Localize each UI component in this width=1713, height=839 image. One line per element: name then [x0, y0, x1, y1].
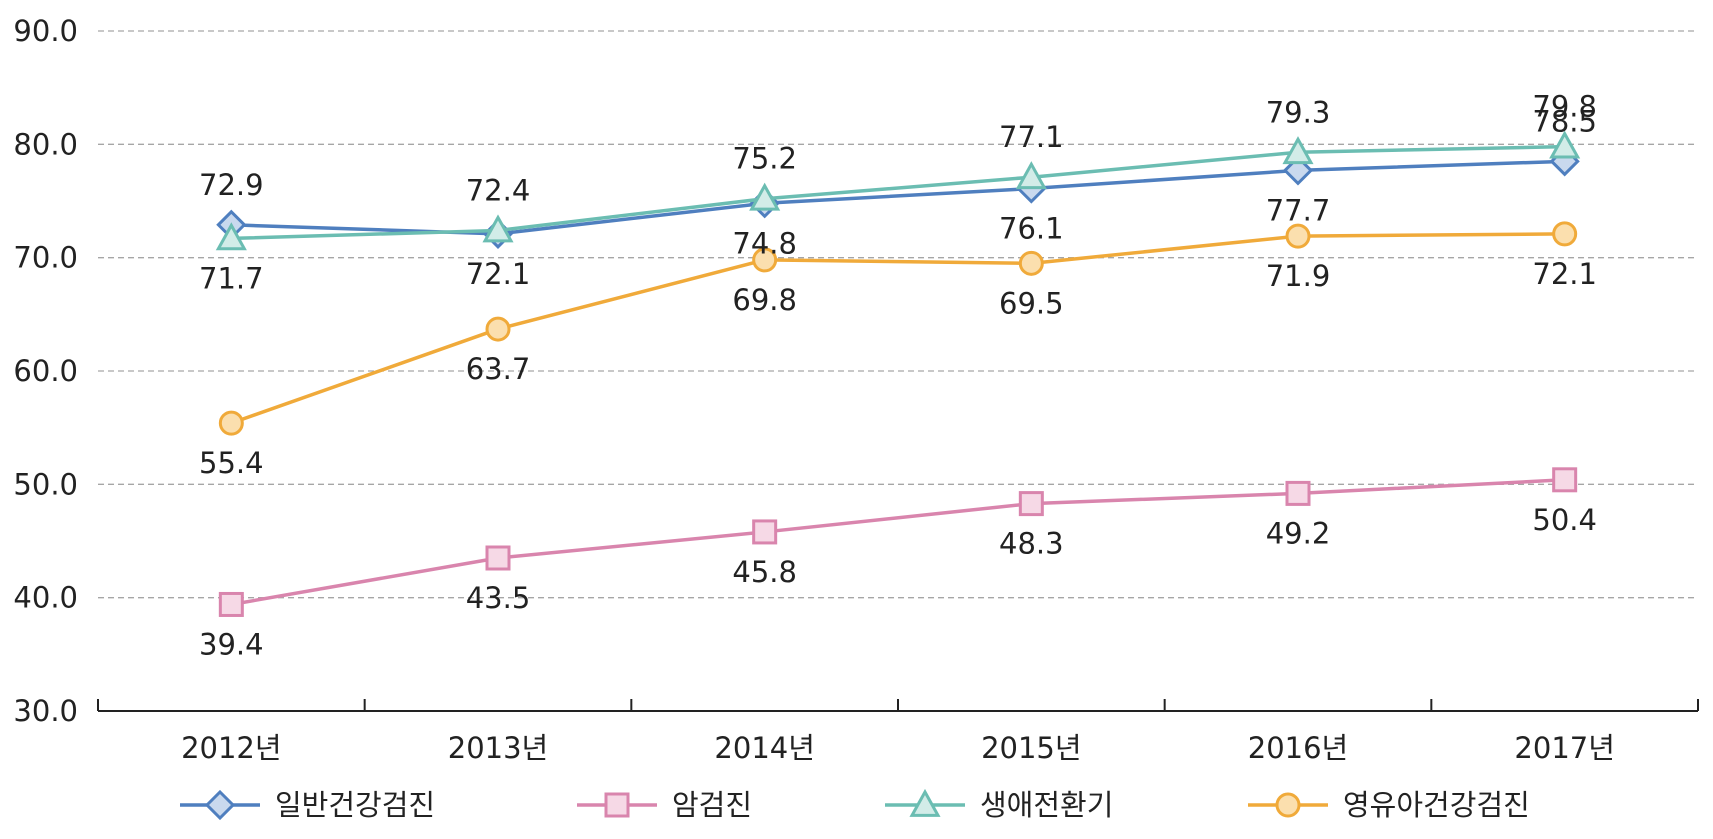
data-point-circle — [218, 410, 244, 436]
axes: 30.0 40.0 50.0 60.0 70.0 80.0 90.0 2012년 2013년 20… — [13, 14, 1699, 765]
legend-marker-circle — [1275, 792, 1301, 818]
data-label: 72.9 — [199, 168, 264, 202]
data-label: 49.2 — [1266, 516, 1331, 550]
x-tick-label: 2014년 — [714, 731, 814, 765]
data-label: 72.4 — [466, 173, 531, 207]
x-tick-label: 2012년 — [181, 731, 281, 765]
data-label: 43.5 — [466, 581, 531, 615]
data-label: 76.1 — [999, 212, 1064, 246]
y-tick-label: 90.0 — [13, 14, 78, 48]
y-tick-label: 40.0 — [13, 581, 78, 615]
data-point-square — [1552, 467, 1578, 493]
data-point-circle — [1018, 250, 1044, 276]
data-point-square — [485, 545, 511, 571]
y-tick-label: 80.0 — [13, 127, 78, 161]
data-point-triangle — [482, 214, 514, 243]
legend-label: 영유아건강검진 — [1343, 788, 1530, 822]
x-tick-label: 2016년 — [1248, 731, 1348, 765]
y-tick-label: 30.0 — [13, 694, 78, 728]
data-label: 74.8 — [732, 226, 797, 260]
series-square — [218, 467, 1578, 617]
x-tick-label: 2015년 — [981, 731, 1081, 765]
grid-lines — [98, 30, 1698, 599]
data-label: 45.8 — [732, 555, 797, 589]
data-point-circle — [752, 247, 778, 273]
data-label: 72.1 — [466, 257, 531, 291]
data-point-circle — [485, 316, 511, 342]
legend-item: 생애전환기 — [885, 788, 1113, 822]
data-label: 48.3 — [999, 527, 1064, 561]
data-point-triangle — [215, 222, 247, 251]
data-point-circle — [1285, 223, 1311, 249]
data-labels: 72.9 72.1 74.8 76.1 77.7 78.5 39.4 43.5 45.8 48.3… — [199, 90, 1597, 662]
y-tick-label: 60.0 — [13, 354, 78, 388]
data-point-triangle — [749, 182, 781, 211]
data-label: 63.7 — [466, 352, 531, 386]
data-point-square — [218, 591, 244, 617]
data-label: 75.2 — [732, 142, 797, 176]
data-label: 79.8 — [1532, 90, 1597, 124]
legend-item: 일반건강검진 — [180, 788, 435, 822]
series-line — [231, 478, 1565, 607]
data-point-square — [1018, 491, 1044, 517]
legend: 일반건강검진 암검진 생애전환기 영유아건강검진 — [180, 788, 1530, 822]
data-label: 50.4 — [1532, 503, 1597, 537]
legend-label: 생애전환기 — [980, 788, 1113, 822]
data-point-square — [1285, 480, 1311, 506]
x-tick-label: 2017년 — [1514, 731, 1614, 765]
y-tick-label: 50.0 — [13, 467, 78, 501]
legend-item: 암검진 — [577, 788, 752, 822]
data-label: 77.7 — [1266, 193, 1331, 227]
data-label: 72.1 — [1532, 257, 1597, 291]
data-point-triangle — [1282, 136, 1314, 165]
data-point-square — [752, 519, 778, 545]
data-label: 69.5 — [999, 286, 1064, 320]
y-tick-label: 70.0 — [13, 241, 78, 275]
series-line — [230, 232, 1565, 425]
legend-label: 암검진 — [672, 788, 752, 822]
legend-marker-diamond — [204, 789, 236, 821]
data-label: 55.4 — [199, 446, 264, 480]
data-label: 78.5 — [1532, 104, 1597, 138]
data-label: 39.4 — [199, 627, 264, 661]
data-label: 71.7 — [199, 261, 264, 295]
series-circle — [218, 221, 1578, 436]
data-label: 71.9 — [1266, 259, 1331, 293]
series-triangle — [215, 130, 1581, 251]
series-line — [231, 144, 1565, 241]
legend-marker-triangle — [909, 788, 941, 817]
legend-marker-square — [604, 792, 630, 818]
data-label: 69.8 — [732, 283, 797, 317]
series-line — [231, 159, 1565, 236]
legend-label: 일반건강검진 — [275, 788, 435, 822]
legend-item: 영유아건강검진 — [1248, 788, 1530, 822]
data-label: 79.3 — [1266, 95, 1331, 129]
x-tick-label: 2013년 — [448, 731, 548, 765]
data-label: 77.1 — [999, 120, 1064, 154]
data-point-circle — [1552, 221, 1578, 247]
series-lines — [215, 130, 1581, 617]
data-point-triangle — [1015, 161, 1047, 190]
data-point-triangle — [1549, 130, 1581, 159]
